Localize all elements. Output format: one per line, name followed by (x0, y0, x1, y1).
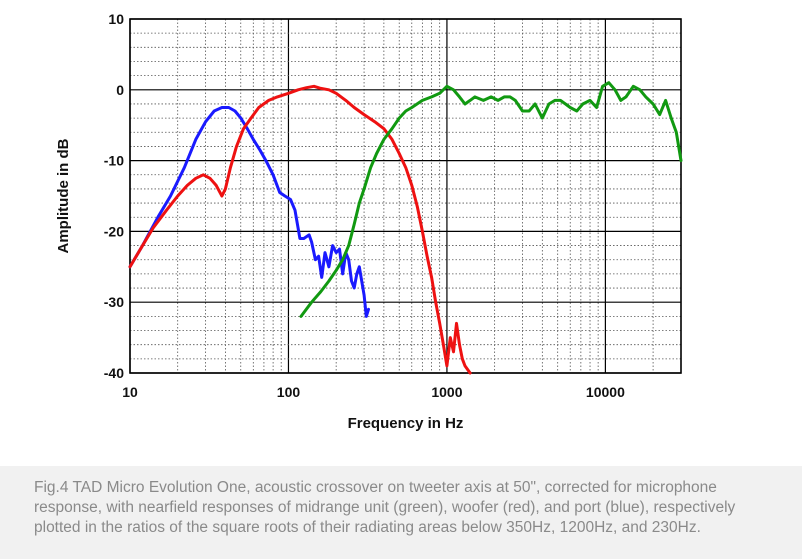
x-tick-label: 100 (277, 384, 301, 400)
series-line-1 (128, 84, 472, 375)
series-line-2 (299, 81, 683, 318)
frequency-response-chart: 10 100 1000 10000 10 0 -10 -20 -30 -40 Frequency … (55, 11, 683, 432)
x-tick-label: 10 (122, 384, 138, 400)
series-layer (128, 81, 683, 375)
grid-layer (129, 18, 681, 374)
figure-caption: Fig.4 TAD Micro Evolution One, acoustic … (34, 479, 736, 536)
caption-area: Fig.4 TAD Micro Evolution One, acoustic … (0, 466, 802, 559)
y-tick-label: 10 (108, 11, 124, 27)
x-tick-label: 10000 (586, 384, 625, 400)
y-tick-label: -30 (104, 294, 124, 310)
y-tick-label: -40 (104, 365, 124, 381)
y-tick-label: -10 (104, 153, 124, 169)
y-tick-label: 0 (116, 82, 124, 98)
series-line-0 (128, 106, 370, 318)
y-tick-label: -20 (104, 223, 124, 239)
y-axis-label: Amplitude in dB (55, 138, 72, 253)
x-tick-label: 1000 (431, 384, 462, 400)
x-axis-label: Frequency in Hz (348, 415, 464, 432)
plot-frame (129, 18, 682, 374)
